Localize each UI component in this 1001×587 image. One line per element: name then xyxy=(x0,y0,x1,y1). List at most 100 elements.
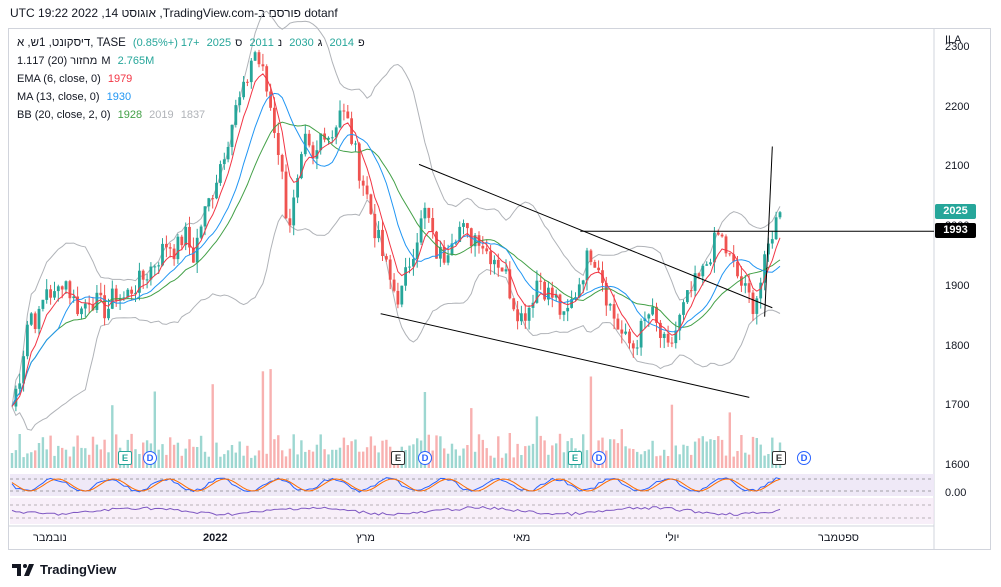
volume-bar xyxy=(470,408,473,468)
price-tick-label: 2200 xyxy=(945,100,970,113)
volume-bar xyxy=(497,436,500,468)
volume-bar xyxy=(253,455,257,468)
candle-body xyxy=(211,198,215,200)
volume-bar xyxy=(292,434,295,468)
volume-bar xyxy=(535,416,539,468)
level-price-tag: 1993 xyxy=(935,223,976,239)
candle-body xyxy=(419,218,423,243)
volume-bar xyxy=(234,452,237,468)
volume-bar xyxy=(736,451,739,468)
chart-frame[interactable] xyxy=(8,28,991,550)
volume-bar xyxy=(759,444,762,468)
volume-bar xyxy=(176,442,180,468)
candle-body xyxy=(678,314,682,331)
volume-bar xyxy=(53,455,56,468)
candle-body xyxy=(585,250,589,281)
candle-body xyxy=(230,124,234,147)
candle-body xyxy=(720,234,724,237)
bb-lower-band-line xyxy=(11,198,781,431)
volume-bar xyxy=(732,456,735,468)
price-tick-label: 1600 xyxy=(945,459,970,472)
volume-bar xyxy=(107,452,110,468)
candle-body xyxy=(593,262,597,268)
volume-bar xyxy=(443,448,446,468)
volume-bar xyxy=(327,454,330,468)
dividend-event-icon[interactable]: D xyxy=(143,451,157,465)
volume-bar xyxy=(454,449,457,468)
volume-bar xyxy=(543,440,546,468)
volume-bar xyxy=(713,440,716,468)
legend-ema-row[interactable]: EMA (6, close, 0) 1979 xyxy=(17,70,369,88)
candle-body xyxy=(354,143,357,145)
candle-body xyxy=(215,182,218,199)
dividend-event-icon[interactable]: D xyxy=(418,451,432,465)
candle-body xyxy=(280,155,284,172)
volume-bar xyxy=(524,446,527,468)
volume-bar xyxy=(45,449,48,468)
volume-bar xyxy=(381,440,384,468)
candle-body xyxy=(365,185,369,195)
volume-bar xyxy=(389,446,392,468)
volume-bar xyxy=(138,454,141,468)
volume-bar xyxy=(690,454,693,468)
candle-body xyxy=(616,318,620,330)
candle-body xyxy=(49,289,52,298)
volume-bar xyxy=(504,453,508,468)
volume-bar xyxy=(30,452,33,468)
volume-bar xyxy=(493,457,496,468)
ema-name: EMA (6, close, 0) xyxy=(17,73,101,85)
candle-body xyxy=(496,259,500,268)
tradingview-brand[interactable]: TradingView xyxy=(12,562,116,577)
volume-value: 1.117M xyxy=(17,55,111,67)
candle-body xyxy=(485,248,489,252)
candle-body xyxy=(292,197,296,226)
candle-body xyxy=(338,110,342,128)
candle-body xyxy=(400,285,404,305)
volume-bar xyxy=(717,436,720,468)
volume-bar xyxy=(558,433,562,468)
tradingview-logo-icon xyxy=(12,563,34,576)
volume-bar xyxy=(242,455,245,468)
legend-volume-row[interactable]: מחזור (20) 1.117M 2.765M xyxy=(17,52,369,70)
candle-body xyxy=(203,206,207,227)
volume-bar xyxy=(539,435,542,468)
volume-bar xyxy=(68,456,72,468)
candle-body xyxy=(682,302,685,315)
candle-body xyxy=(56,286,60,292)
volume-bar xyxy=(95,444,99,468)
volume-bar xyxy=(49,435,52,468)
ma-name: MA (13, close, 0) xyxy=(17,91,100,103)
volume-bar xyxy=(755,438,758,468)
candle-body xyxy=(219,164,222,183)
volume-bar xyxy=(277,435,280,468)
candle-body xyxy=(562,311,566,315)
volume-bar xyxy=(335,449,338,468)
earnings-event-icon[interactable]: E xyxy=(118,451,132,465)
legend-symbol-row: דיסקונט, 1ש, א, TASE פ2014 ג2030 נ2011 ס… xyxy=(17,34,369,52)
dividend-event-icon[interactable]: D xyxy=(592,451,606,465)
candle-body xyxy=(442,246,446,263)
volume-bar xyxy=(111,405,114,468)
candle-body xyxy=(550,287,554,298)
price-tick-label: 1800 xyxy=(945,339,970,352)
volume-bar xyxy=(709,439,712,468)
candle-body xyxy=(64,281,68,290)
volume-bar xyxy=(165,454,168,468)
dividend-event-icon[interactable]: D xyxy=(797,451,811,465)
candle-body xyxy=(577,284,581,298)
volume-bar xyxy=(250,457,253,468)
candle-body xyxy=(303,133,307,155)
candle-body xyxy=(80,308,83,315)
open-value: 2014 xyxy=(329,37,354,49)
earnings-event-icon[interactable]: E xyxy=(772,451,786,465)
symbol-title[interactable]: דיסקונט, 1ש, א, TASE xyxy=(17,37,126,49)
earnings-event-icon[interactable]: E xyxy=(568,451,582,465)
legend-bb-row[interactable]: BB (20, close, 2, 0) 1928 2019 1837 xyxy=(17,106,369,124)
candle-body xyxy=(500,267,504,272)
price-tick-label: 2100 xyxy=(945,160,970,173)
earnings-event-icon[interactable]: E xyxy=(391,451,405,465)
legend-ma-row[interactable]: MA (13, close, 0) 1930 xyxy=(17,88,369,106)
candle-body xyxy=(76,296,79,315)
volume-bar xyxy=(257,450,261,468)
